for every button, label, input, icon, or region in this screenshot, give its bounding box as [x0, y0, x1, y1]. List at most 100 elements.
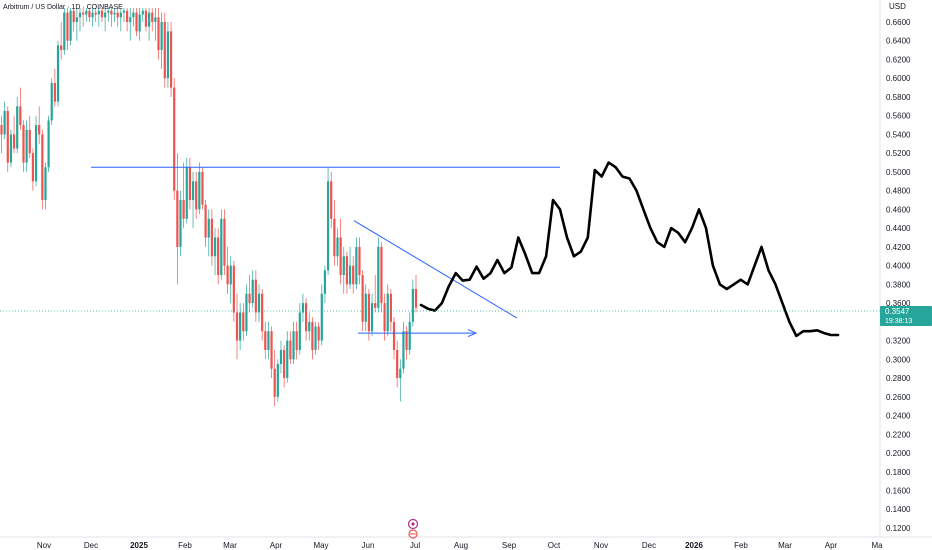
candle-body: [38, 125, 41, 135]
candle: [19, 87, 22, 130]
current-price-label: 0.3547: [885, 307, 910, 316]
x-tick-label: Dec: [642, 541, 656, 550]
candle: [345, 251, 349, 294]
candle-body: [6, 111, 9, 163]
candle: [78, 7, 82, 32]
candle-body: [217, 237, 220, 275]
candle: [126, 7, 129, 32]
candle-body: [19, 106, 22, 126]
candle: [289, 331, 292, 365]
y-tick-label: 0.3000: [886, 355, 911, 364]
candle: [44, 162, 47, 210]
x-tick-label: Feb: [734, 541, 748, 550]
candle-body: [204, 204, 207, 238]
projection-path[interactable]: [419, 161, 840, 338]
candle: [248, 274, 251, 313]
candle: [251, 270, 254, 308]
candle: [97, 7, 100, 27]
candle: [317, 321, 320, 350]
candle-body: [245, 293, 248, 332]
candle: [333, 200, 336, 266]
candle-body: [386, 293, 389, 332]
candle-body: [320, 293, 323, 341]
x-tick-label: 2025: [130, 541, 148, 550]
candle-body: [358, 246, 361, 275]
candle-body: [361, 274, 364, 322]
candle: [91, 7, 94, 27]
descending-trendline[interactable]: [353, 220, 518, 319]
candle: [28, 115, 31, 158]
y-tick-label: 0.6000: [886, 74, 911, 83]
candle-body: [261, 293, 264, 332]
candle: [308, 312, 311, 341]
candle-body: [383, 303, 386, 332]
candle: [69, 7, 72, 46]
candle-body: [399, 368, 402, 379]
y-tick-label: 0.6400: [886, 37, 911, 46]
candle: [405, 326, 408, 360]
candle: [138, 7, 141, 41]
candle: [116, 7, 119, 27]
time-axis[interactable]: Nov Dec 2025 Feb Mar Apr May Jun Jul Aug Sep Oct Nov…: [37, 541, 883, 550]
candle-body: [25, 129, 28, 163]
candle-body: [326, 181, 330, 271]
candle-body: [273, 368, 276, 397]
x-tick-label: Aug: [454, 541, 468, 550]
candle: [119, 7, 122, 32]
candle-body: [213, 237, 217, 257]
candle: [201, 167, 204, 210]
candle-body: [69, 10, 72, 41]
candle: [226, 246, 229, 294]
candle: [0, 115, 3, 154]
candle-body: [53, 82, 56, 102]
candle: [242, 303, 245, 341]
candle: [304, 298, 308, 341]
candle: [75, 7, 78, 41]
candle-body: [414, 289, 418, 308]
candle-body: [210, 218, 213, 257]
y-tick-label: 0.3800: [886, 280, 911, 289]
candle-body: [345, 256, 349, 285]
candle: [301, 293, 305, 322]
y-tick-label: 0.4200: [886, 243, 911, 252]
candle: [166, 22, 170, 88]
candle-body: [289, 340, 292, 360]
candle: [151, 7, 154, 32]
candle: [210, 209, 213, 266]
candle: [82, 7, 85, 27]
candle-body: [402, 331, 405, 369]
candle: [235, 293, 239, 360]
candle-body: [147, 12, 151, 27]
candle: [144, 7, 148, 32]
event-marker-dot-icon: [411, 522, 415, 526]
candle-body: [12, 134, 16, 149]
candle: [213, 228, 217, 275]
price-tag: 0.3547 19:38:13: [880, 306, 932, 326]
candle: [56, 40, 60, 107]
candle: [135, 7, 138, 37]
candle-body: [220, 218, 223, 275]
candle: [85, 7, 88, 22]
candle: [399, 359, 402, 402]
candle: [361, 270, 364, 332]
currency-label: USD: [889, 2, 906, 11]
candle-body: [182, 200, 185, 219]
candle-body: [370, 303, 374, 332]
candle: [267, 321, 270, 360]
candle-body: [9, 134, 13, 163]
candle: [314, 321, 317, 355]
candle: [264, 321, 267, 360]
chart-title: Arbitrum / US Dollar · 1D · COINBASE: [3, 4, 123, 11]
candle-body: [119, 12, 122, 18]
candle: [66, 7, 69, 51]
x-tick-label: Apr: [270, 541, 283, 550]
candle: [380, 242, 383, 313]
candle: [182, 162, 185, 229]
candle: [220, 209, 223, 280]
event-markers[interactable]: [407, 518, 419, 539]
candle: [141, 7, 144, 22]
x-tick-label: Jun: [362, 541, 375, 550]
candle: [414, 274, 418, 313]
y-tick-label: 0.2600: [886, 393, 911, 402]
